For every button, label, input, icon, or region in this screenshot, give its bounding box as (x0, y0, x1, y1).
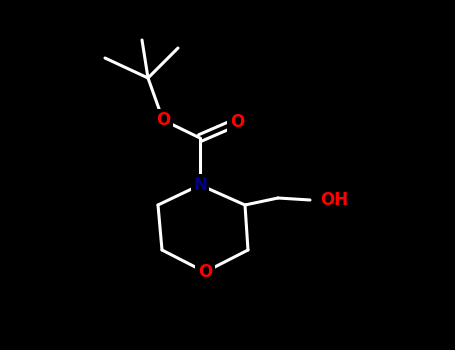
Text: O: O (156, 111, 170, 129)
Text: N: N (193, 176, 207, 194)
Text: O: O (230, 113, 244, 131)
Text: OH: OH (320, 191, 348, 209)
Text: O: O (198, 263, 212, 281)
